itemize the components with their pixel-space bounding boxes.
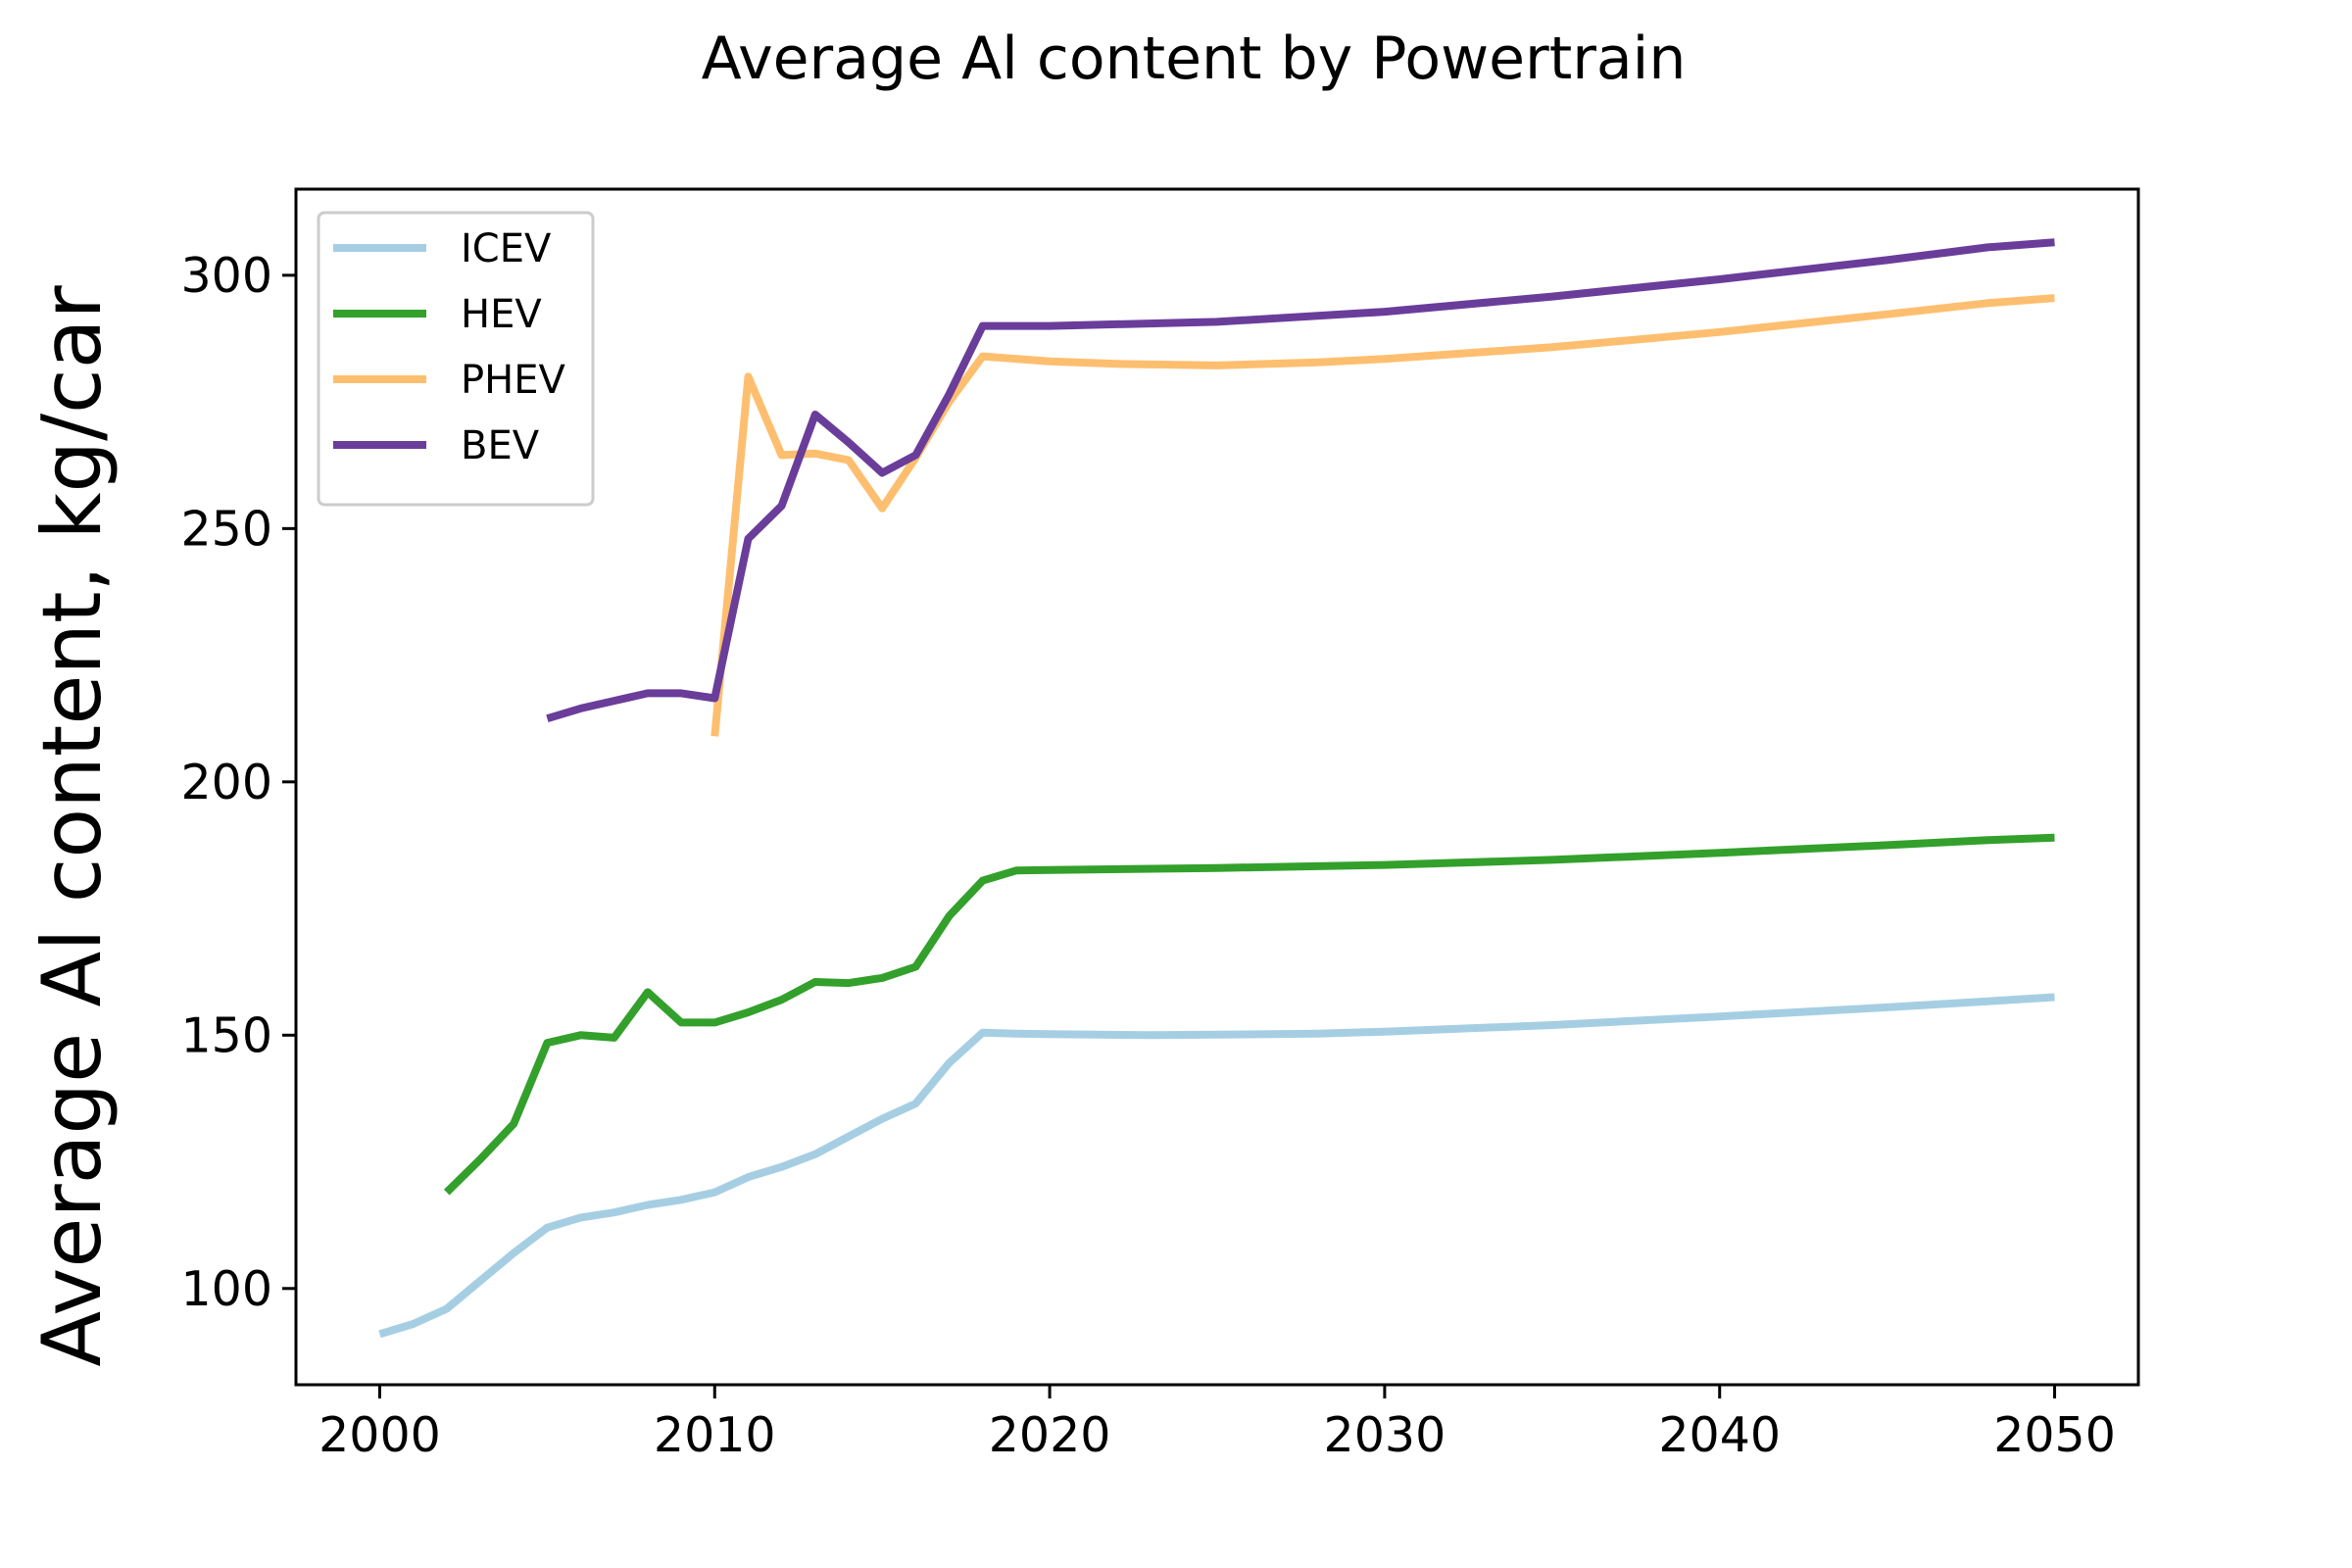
y-tick-label: 150 — [180, 1007, 272, 1063]
x-tick-label: 2040 — [1658, 1407, 1781, 1463]
legend-label-phev: PHEV — [461, 358, 565, 403]
y-tick-label: 250 — [180, 501, 272, 557]
x-tick-label: 2050 — [1993, 1407, 2116, 1463]
legend: ICEV HEV PHEV BEV — [317, 211, 595, 507]
legend-label-bev: BEV — [461, 423, 540, 468]
series-line-hev — [443, 833, 2055, 1196]
series-line-icev — [378, 993, 2055, 1339]
legend-label-hev: HEV — [461, 292, 542, 337]
x-axis-ticks: 2000 2010 2020 2030 2040 2050 — [318, 1385, 2116, 1463]
x-tick-label: 2000 — [318, 1407, 441, 1463]
plot-area-frame — [294, 187, 2140, 1387]
x-tick-label: 2010 — [654, 1407, 776, 1463]
y-tick-label: 300 — [180, 248, 272, 304]
x-tick-label: 2020 — [989, 1407, 1111, 1463]
y-axis-label: Average Al content, kg/car — [24, 284, 120, 1366]
series-layer — [378, 238, 2055, 1339]
legend-frame — [317, 211, 595, 507]
chart-title: Average Al content by Powertrain — [702, 24, 1687, 93]
legend-label-icev: ICEV — [461, 226, 552, 271]
series-line-phev — [710, 294, 2055, 737]
x-tick-label: 2030 — [1324, 1407, 1446, 1463]
y-tick-label: 200 — [180, 755, 272, 810]
series-line-bev — [546, 238, 2055, 723]
y-axis-ticks: 100 150 200 250 300 — [180, 248, 296, 1317]
y-tick-label: 100 — [180, 1261, 272, 1317]
